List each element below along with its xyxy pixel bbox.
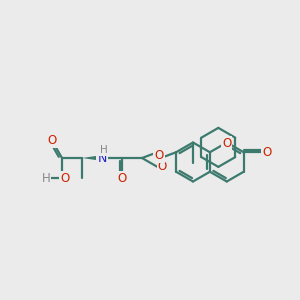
Text: O: O — [117, 172, 127, 184]
Polygon shape — [82, 155, 101, 161]
Text: N: N — [97, 152, 107, 166]
Text: O: O — [158, 160, 167, 172]
Text: O: O — [47, 134, 57, 147]
Text: O: O — [60, 172, 70, 184]
Text: O: O — [262, 146, 271, 159]
Text: O: O — [222, 137, 231, 150]
Text: H: H — [42, 172, 50, 184]
Text: H: H — [100, 145, 108, 155]
Text: O: O — [154, 148, 164, 162]
